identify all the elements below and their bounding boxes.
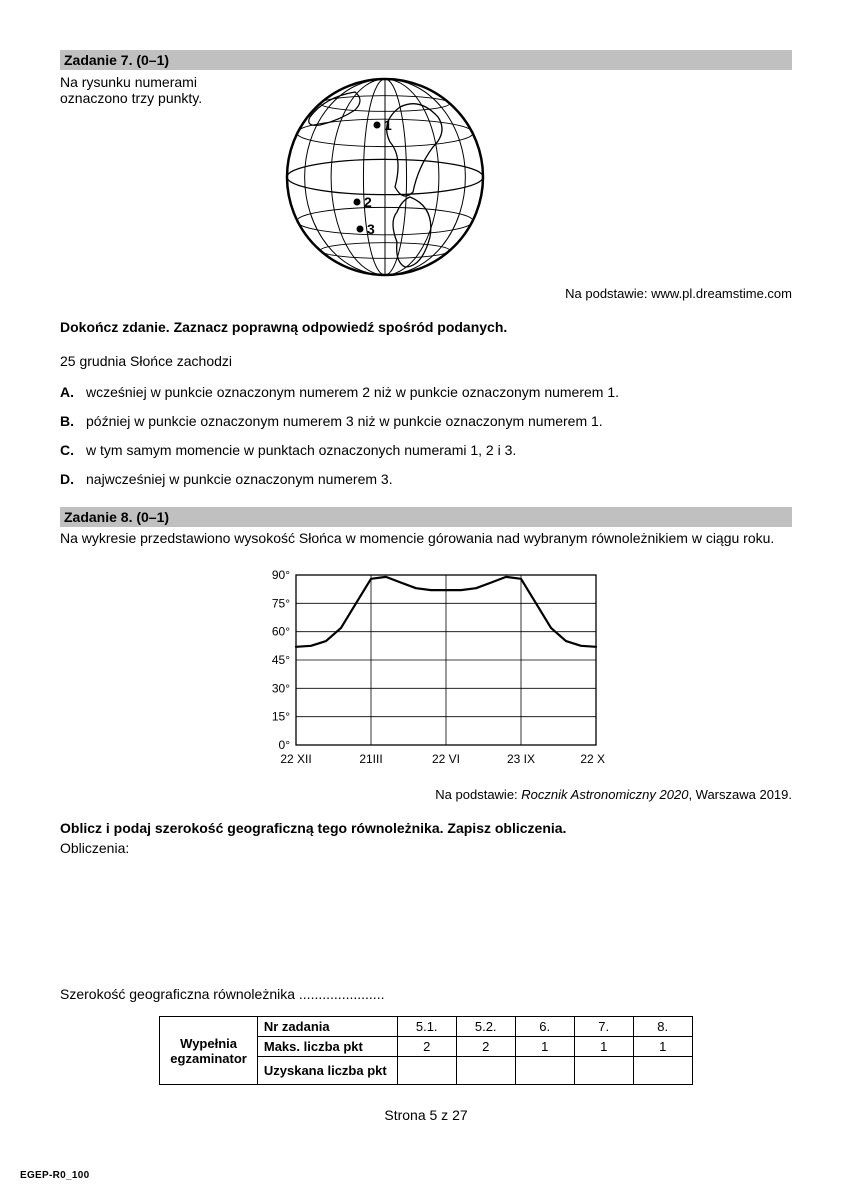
svg-text:21III: 21III	[359, 752, 382, 766]
scoring-side: Wypełniaegzaminator	[160, 1017, 258, 1085]
scoring-col: 7.	[574, 1017, 633, 1037]
scoring-max: 1	[574, 1037, 633, 1057]
svg-text:22 XII: 22 XII	[580, 752, 606, 766]
option-letter: B.	[60, 412, 78, 431]
option-letter: C.	[60, 441, 78, 460]
task7-source-url: www.pl.dreamstime.com	[651, 286, 792, 301]
scoring-max: 1	[515, 1037, 574, 1057]
svg-text:0°: 0°	[279, 738, 291, 752]
svg-text:75°: 75°	[272, 597, 290, 611]
task8-calc-label: Obliczenia:	[60, 840, 792, 856]
task7-stem: 25 grudnia Słońce zachodzi	[60, 353, 792, 369]
task8-source-tail: , Warszawa 2019.	[688, 787, 792, 802]
svg-text:22 VI: 22 VI	[432, 752, 460, 766]
option-letter: D.	[60, 470, 78, 489]
task8-calc-space	[60, 856, 792, 976]
task7-option[interactable]: D. najwcześniej w punkcie oznaczonym nume…	[60, 470, 792, 489]
svg-text:45°: 45°	[272, 653, 290, 667]
task8-source-prefix: Na podstawie:	[435, 787, 521, 802]
scoring-max: 2	[397, 1037, 456, 1057]
scoring-col: 6.	[515, 1017, 574, 1037]
task8-instruction: Oblicz i podaj szerokość geograficzną te…	[60, 820, 792, 836]
task7-header: Zadanie 7. (0–1)	[60, 50, 792, 70]
option-text: w tym samym momencie w punktach oznaczon…	[86, 441, 516, 460]
scoring-blank	[574, 1057, 633, 1085]
task7-options: A. wcześniej w punkcie oznaczonym numerem…	[60, 383, 792, 489]
scoring-col: 8.	[633, 1017, 692, 1037]
svg-text:23 IX: 23 IX	[507, 752, 535, 766]
task7-option[interactable]: C. w tym samym momencie w punktach oznacz…	[60, 441, 792, 460]
task7-globe: 1 2 3	[270, 72, 500, 282]
svg-text:2: 2	[364, 194, 372, 210]
scoring-blank	[515, 1057, 574, 1085]
task7-question: Dokończ zdanie. Zaznacz poprawną odpowie…	[60, 319, 792, 335]
svg-text:1: 1	[384, 117, 392, 133]
scoring-col: 5.1.	[397, 1017, 456, 1037]
task8-header: Zadanie 8. (0–1)	[60, 507, 792, 527]
task8-answer-line: Szerokość geograficzna równoleżnika ....…	[60, 986, 792, 1002]
task7-option[interactable]: B. później w punkcie oznaczonym numerem 3…	[60, 412, 792, 431]
scoring-blank	[397, 1057, 456, 1085]
task8-chart: 90°75°60°45°30°15°0°22 XII21III22 VI23 I…	[216, 565, 636, 775]
task7-intro-line1: Na rysunku numerami	[60, 74, 197, 90]
option-text: później w punkcie oznaczonym numerem 3 n…	[86, 412, 603, 431]
task8-intro: Na wykresie przedstawiono wysokość Słońc…	[60, 529, 792, 548]
doc-code: EGEP-R0_100	[20, 1170, 89, 1181]
svg-text:30°: 30°	[272, 682, 290, 696]
scoring-max: 2	[456, 1037, 515, 1057]
task8-source-title: Rocznik Astronomiczny 2020	[521, 787, 688, 802]
task8-source: Na podstawie: Rocznik Astronomiczny 2020…	[60, 787, 792, 802]
scoring-label: Nr zadania	[257, 1017, 397, 1037]
option-text: wcześniej w punkcie oznaczonym numerem 2…	[86, 383, 619, 402]
option-letter: A.	[60, 383, 78, 402]
option-text: najwcześniej w punkcie oznaczonym numere…	[86, 470, 393, 489]
task7-source: Na podstawie: www.pl.dreamstime.com	[60, 286, 792, 301]
task7-source-prefix: Na podstawie:	[565, 286, 651, 301]
scoring-label: Maks. liczba pkt	[257, 1037, 397, 1057]
page-number: Strona 5 z 27	[60, 1107, 792, 1123]
svg-text:90°: 90°	[272, 568, 290, 582]
svg-text:15°: 15°	[272, 710, 290, 724]
task7-intro-line2: oznaczono trzy punkty.	[60, 90, 202, 106]
svg-text:3: 3	[367, 221, 375, 237]
scoring-blank	[456, 1057, 515, 1085]
svg-text:22 XII: 22 XII	[280, 752, 311, 766]
scoring-max: 1	[633, 1037, 692, 1057]
scoring-table: WypełniaegzaminatorNr zadania5.1.5.2.6.7…	[159, 1016, 692, 1085]
svg-text:60°: 60°	[272, 625, 290, 639]
scoring-label: Uzyskana liczba pkt	[257, 1057, 397, 1085]
scoring-col: 5.2.	[456, 1017, 515, 1037]
task7-intro: Na rysunku numerami oznaczono trzy punkt…	[60, 72, 250, 106]
task7-option[interactable]: A. wcześniej w punkcie oznaczonym numerem…	[60, 383, 792, 402]
scoring-blank	[633, 1057, 692, 1085]
